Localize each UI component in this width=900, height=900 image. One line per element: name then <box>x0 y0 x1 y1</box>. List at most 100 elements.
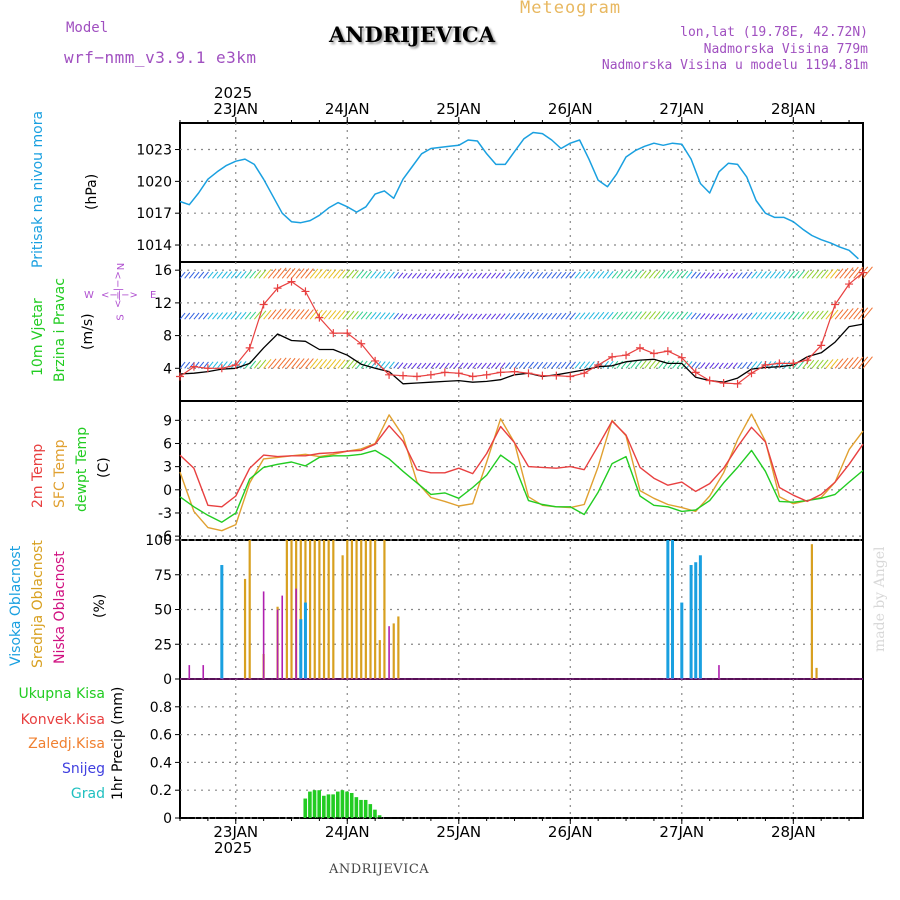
wind-barb <box>616 270 624 279</box>
mid-cloud-bar <box>327 540 330 679</box>
wind-barb <box>379 361 386 369</box>
wind-barb <box>495 313 501 320</box>
wind-barb <box>207 312 214 320</box>
precip-bar <box>322 795 326 818</box>
wind-barb <box>602 360 609 369</box>
wind-barb <box>393 312 400 320</box>
wind-barb <box>709 362 715 369</box>
wind-barb <box>611 311 619 320</box>
y-tick-label: 0.8 <box>150 700 172 716</box>
precip-bar <box>345 791 349 818</box>
wind-barb <box>695 272 701 279</box>
wind-barb <box>430 313 436 320</box>
high-cloud-bar <box>299 619 303 679</box>
wind-barb <box>816 269 824 279</box>
high-cloud-bar <box>698 555 702 679</box>
gust-marker <box>385 370 394 379</box>
wind-barb <box>569 271 576 279</box>
wind-barb <box>272 357 282 369</box>
date-label-bottom: 27JAN <box>659 823 704 841</box>
wind-barb <box>458 362 464 369</box>
wind-barb <box>644 311 652 320</box>
wind-barb <box>249 311 257 320</box>
mid-cloud-bar <box>318 540 321 679</box>
y-tick-label: 9 <box>163 413 172 429</box>
wind-barb <box>430 272 436 279</box>
wind-barb <box>574 312 581 320</box>
date-label-top: 24JAN <box>325 100 370 118</box>
wind-barb <box>490 272 497 279</box>
wind-barb <box>319 269 328 279</box>
panel-frame-1 <box>179 261 864 402</box>
wind-barb <box>704 313 711 320</box>
wind-barb <box>240 311 247 320</box>
wind-barb <box>792 270 800 279</box>
wind-barb <box>844 308 854 320</box>
low-cloud-bar <box>202 665 205 679</box>
wind-barb <box>230 271 238 279</box>
wind-barb <box>374 271 382 279</box>
wind-barb <box>295 358 305 369</box>
wind-barb <box>518 361 525 369</box>
wind-barb <box>198 271 205 279</box>
wind-barb <box>449 313 455 320</box>
wind-barb <box>500 272 506 279</box>
low-cloud-bar <box>276 609 279 679</box>
wind-barb <box>249 270 257 279</box>
wind-barb <box>407 362 413 369</box>
wind-barb <box>346 359 355 369</box>
wind-barb <box>699 272 706 279</box>
wind-barb <box>686 312 693 320</box>
wind-barb <box>486 362 492 369</box>
wind-barb <box>825 310 834 320</box>
wind-barb <box>662 311 670 320</box>
wind-barb <box>277 267 287 279</box>
wind-barb <box>839 357 849 369</box>
wind-barb <box>509 272 516 279</box>
wind-barb <box>583 271 591 279</box>
wind-barb <box>421 362 427 369</box>
y-tick-label: 1023 <box>136 143 172 159</box>
wind-barb <box>746 271 753 279</box>
gust-marker <box>315 313 324 322</box>
date-label-bottom: 28JAN <box>771 823 816 841</box>
panel-frame-0 <box>179 122 864 263</box>
wind-barb <box>379 271 386 279</box>
date-label-bottom: 23JAN <box>213 823 258 841</box>
mid-cloud-bar <box>364 540 367 679</box>
wind-barb <box>765 312 772 320</box>
wind-barb <box>258 269 267 279</box>
wind-barb <box>216 312 223 320</box>
mid-cloud-bar <box>322 540 326 679</box>
precip-bar <box>308 791 312 818</box>
wind-barb <box>723 272 729 279</box>
wind-barb <box>235 312 242 320</box>
y-tick-label: 1014 <box>136 238 172 254</box>
gust-marker <box>399 371 408 380</box>
compass-w: W <box>84 290 94 301</box>
wind-barb <box>393 361 400 369</box>
wind-barb <box>574 361 581 369</box>
compass-e: E <box>150 290 157 301</box>
station-title: ANDRIJEVICA <box>329 22 496 47</box>
gust-marker <box>775 359 784 368</box>
y-tick-label: 6 <box>163 436 172 452</box>
wind-barb <box>356 270 364 279</box>
gust-marker <box>635 343 644 352</box>
wind-barb <box>388 271 395 279</box>
wind-barb <box>337 359 346 369</box>
wind-barb <box>681 311 689 320</box>
wind-barb <box>253 270 262 279</box>
wind-barb <box>337 310 346 320</box>
wind-barb <box>295 268 305 279</box>
mid-cloud-bar <box>360 540 363 679</box>
precip-bar <box>359 799 363 818</box>
gust-marker <box>622 351 631 360</box>
gust-marker <box>357 339 366 348</box>
wind-barb <box>532 271 539 279</box>
y-tick-label: 0.2 <box>150 783 172 799</box>
wind-barb <box>621 270 628 279</box>
wind-barb <box>569 361 576 369</box>
low-cloud-bar <box>262 591 265 679</box>
wind-barb <box>718 313 724 320</box>
